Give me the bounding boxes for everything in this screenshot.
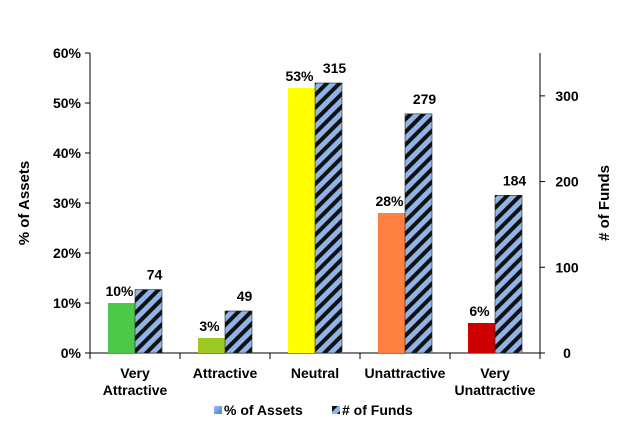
y-tick-label-right: 200 xyxy=(555,174,579,190)
data-label-funds: 315 xyxy=(323,60,347,76)
plot-area: 0%10%20%30%40%50%60%010020030010%74VeryA… xyxy=(16,45,613,418)
y-tick-label-left: 20% xyxy=(53,245,82,261)
bar-assets xyxy=(198,338,225,353)
bar-assets xyxy=(108,303,135,353)
bar-funds xyxy=(404,113,433,354)
y-tick-label-left: 40% xyxy=(53,145,82,161)
data-label-assets: 28% xyxy=(375,193,404,209)
y-tick-label-left: 60% xyxy=(53,45,82,61)
data-label-assets: 10% xyxy=(105,283,134,299)
x-tick-label: Very xyxy=(480,365,510,381)
bar-funds xyxy=(314,82,343,354)
y-tick-label-right: 0 xyxy=(563,345,571,361)
x-tick-label: Very xyxy=(120,365,150,381)
bar-funds xyxy=(494,194,523,354)
x-tick-label: Attractive xyxy=(103,382,168,398)
bar-assets xyxy=(378,213,405,353)
data-label-assets: 6% xyxy=(469,303,490,319)
y-tick-label-right: 300 xyxy=(555,88,579,104)
bar-funds xyxy=(134,289,163,354)
y-tick-label-left: 50% xyxy=(53,95,82,111)
x-tick-label: Neutral xyxy=(291,365,339,381)
legend-swatch-assets xyxy=(214,406,222,414)
legend-label-assets: % of Assets xyxy=(224,402,303,418)
bar-funds xyxy=(224,310,253,354)
data-label-assets: 53% xyxy=(285,68,314,84)
data-label-funds: 184 xyxy=(503,172,527,188)
y-tick-label-left: 0% xyxy=(61,345,82,361)
y-tick-label-right: 100 xyxy=(555,259,579,275)
data-label-funds: 74 xyxy=(147,267,163,283)
data-label-assets: 3% xyxy=(199,318,220,334)
y-axis-title-right: # of Funds xyxy=(596,165,613,241)
data-label-funds: 279 xyxy=(413,91,437,107)
legend-label-funds: # of Funds xyxy=(342,402,413,418)
data-label-funds: 49 xyxy=(237,288,253,304)
x-tick-label: Unattractive xyxy=(365,365,446,381)
x-tick-label: Unattractive xyxy=(455,382,536,398)
bar-assets xyxy=(288,88,315,353)
y-axis-title-left: % of Assets xyxy=(16,161,33,245)
legend-swatch-funds xyxy=(332,406,340,414)
y-tick-label-left: 30% xyxy=(53,195,82,211)
y-tick-label-left: 10% xyxy=(53,295,82,311)
x-tick-label: Attractive xyxy=(193,365,258,381)
bar-assets xyxy=(468,323,495,353)
